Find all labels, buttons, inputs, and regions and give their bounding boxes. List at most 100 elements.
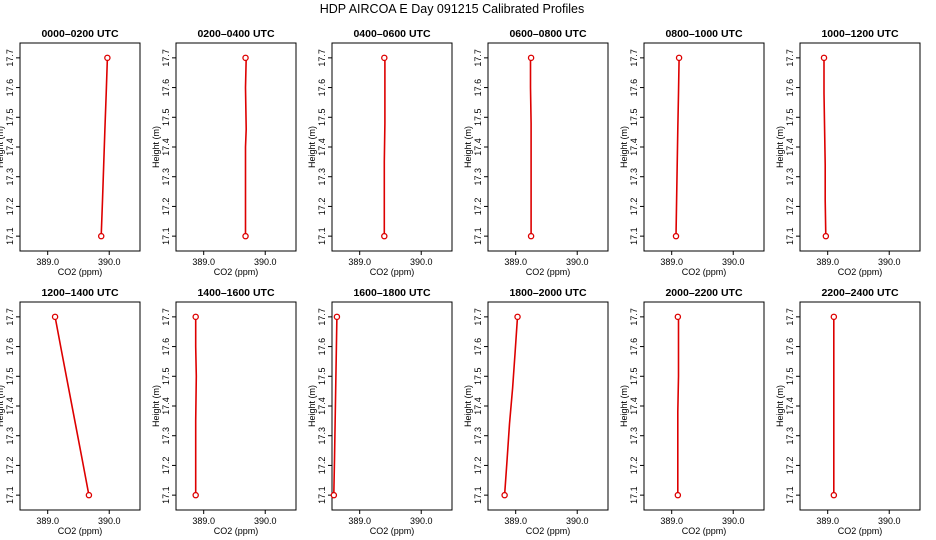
x-tick-label: 389.0 [36,516,59,526]
x-axis-label: CO2 (ppm) [214,526,259,536]
y-tick-label: 17.4 [161,397,171,415]
panel-title: 1800–2000 UTC [509,287,586,299]
profile-panel: 1400–1600 UTC 17.1 17.2 17.3 17.4 17.5 17.6 17.… [151,287,297,536]
endpoint-marker [501,491,508,499]
x-tick-label: 389.0 [816,516,839,526]
y-tick-label: 17.1 [5,486,15,504]
profile-panel: 0000–0200 UTC 17.1 17.2 17.3 17.4 17.5 17.6 17.… [0,28,141,277]
y-tick-label: 17.1 [473,227,483,245]
co2-profile-line [100,57,109,237]
y-tick-label: 17.1 [629,486,639,504]
plot-frame [175,301,297,511]
y-tick-label: 17.6 [317,79,327,97]
y-axis-label: Height (m) [151,126,161,168]
y-tick-label: 17.6 [161,338,171,356]
plot-frame [487,42,609,252]
profile-panel: 0400–0600 UTC 17.1 17.2 17.3 17.4 17.5 17.6 17.… [307,28,453,277]
y-tick-label: 17.2 [5,457,15,475]
panel-title: 1000–1200 UTC [821,28,898,40]
y-tick-label: 17.7 [161,49,171,67]
plot-frame [175,42,297,252]
x-tick-label: 389.0 [192,516,215,526]
plot-frame [643,301,765,511]
endpoint-marker [192,313,199,321]
panel-title: 0800–1000 UTC [665,28,742,40]
endpoint-marker [104,54,111,62]
co2-profile-line [529,57,532,237]
x-tick-label: 389.0 [504,257,527,267]
endpoint-marker [674,313,682,321]
endpoint-marker [675,54,683,62]
endpoint-marker [381,54,388,62]
y-tick-label: 17.4 [161,138,171,156]
y-tick-label: 17.7 [473,308,483,326]
y-tick-label: 17.7 [629,308,639,326]
y-tick-label: 17.3 [161,168,171,186]
plot-frame [799,301,921,511]
co2-profile-line [333,316,338,496]
co2-profile-line [54,316,90,496]
x-tick-label: 390.0 [722,257,745,267]
endpoint-marker [242,232,249,240]
y-tick-label: 17.4 [629,397,639,415]
y-tick-label: 17.4 [473,138,483,156]
y-tick-label: 17.1 [317,486,327,504]
co2-profile-line [675,57,680,237]
y-tick-label: 17.2 [473,198,483,216]
y-tick-label: 17.3 [629,427,639,445]
y-tick-label: 17.6 [473,338,483,356]
co2-profile-line [823,57,827,237]
plot-frame [19,42,141,252]
y-tick-label: 17.5 [473,368,483,386]
y-axis-label: Height (m) [619,126,629,168]
y-tick-label: 17.3 [5,168,15,186]
y-tick-label: 17.6 [629,79,639,97]
x-axis-label: CO2 (ppm) [682,526,727,536]
x-axis-label: CO2 (ppm) [838,267,883,277]
y-tick-label: 17.5 [5,109,15,127]
panel-title: 2000–2200 UTC [665,287,742,299]
y-tick-label: 17.2 [5,198,15,216]
y-axis-label: Height (m) [307,126,317,168]
profile-panel: 0200–0400 UTC 17.1 17.2 17.3 17.4 17.5 17.6 17.… [151,28,297,277]
panel-grid: 0000–0200 UTC 17.1 17.2 17.3 17.4 17.5 17.6 17.… [0,28,921,536]
x-tick-label: 390.0 [566,257,589,267]
panel-title: 1200–1400 UTC [41,287,118,299]
endpoint-marker [85,491,93,499]
y-tick-label: 17.7 [785,49,795,67]
y-tick-label: 17.5 [5,368,15,386]
co2-profile-line [194,316,198,496]
x-tick-label: 390.0 [878,257,901,267]
endpoint-marker [514,313,521,321]
y-tick-label: 17.1 [161,227,171,245]
y-tick-label: 17.7 [473,49,483,67]
profile-panel: 1800–2000 UTC 17.1 17.2 17.3 17.4 17.5 17.6 17.… [463,287,609,536]
profile-panel: 2000–2200 UTC 17.1 17.2 17.3 17.4 17.5 17.6 17.… [619,287,765,536]
y-tick-label: 17.7 [5,49,15,67]
x-axis-label: CO2 (ppm) [58,267,103,277]
co2-profile-line [383,57,386,237]
y-tick-label: 17.4 [5,138,15,156]
y-axis-label: Height (m) [775,385,785,427]
profile-panel: 1000–1200 UTC 17.1 17.2 17.3 17.4 17.5 17.6 17.… [775,28,921,277]
endpoint-marker [820,54,828,62]
figure-title: HDP AIRCOA E Day 091215 Calibrated Profi… [320,2,584,16]
y-tick-label: 17.6 [317,338,327,356]
x-axis-label: CO2 (ppm) [58,526,103,536]
panel-title: 0000–0200 UTC [41,28,118,40]
co2-profile-line [676,316,680,496]
x-tick-label: 390.0 [98,516,121,526]
y-axis-label: Height (m) [151,385,161,427]
y-axis-label: Height (m) [0,385,5,427]
y-tick-label: 17.2 [785,457,795,475]
x-axis-label: CO2 (ppm) [370,526,415,536]
plot-frame [331,42,453,252]
y-tick-label: 17.7 [317,308,327,326]
co2-profile-line [503,316,519,496]
y-tick-label: 17.3 [161,427,171,445]
x-axis-label: CO2 (ppm) [526,526,571,536]
x-axis-label: CO2 (ppm) [526,267,571,277]
y-tick-label: 17.4 [473,397,483,415]
y-tick-label: 17.3 [317,427,327,445]
